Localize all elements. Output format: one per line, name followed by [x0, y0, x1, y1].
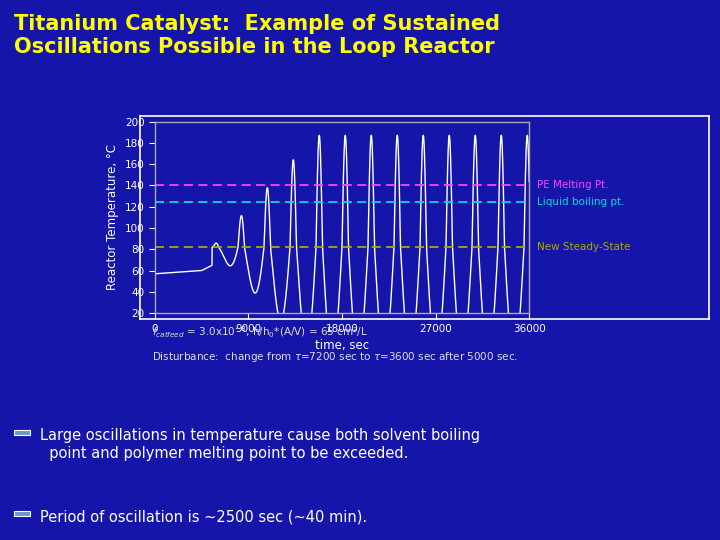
Bar [14, 511, 30, 516]
Text: Period of oscillation is ~2500 sec (~40 min).: Period of oscillation is ~2500 sec (~40 … [40, 509, 367, 524]
Text: New Steady-State: New Steady-State [536, 242, 630, 252]
Text: Large oscillations in temperature cause both solvent boiling
  point and polymer: Large oscillations in temperature cause … [40, 428, 480, 461]
X-axis label: time, sec: time, sec [315, 339, 369, 352]
Text: Titanium Catalyst:  Example of Sustained
Oscillations Possible in the Loop React: Titanium Catalyst: Example of Sustained … [14, 14, 500, 57]
Text: $f_{catfeed}$ = 3.0x10$^{-8}$, h/h$_{0}$*(A/V) = 65 cm²/L: $f_{catfeed}$ = 3.0x10$^{-8}$, h/h$_{0}$… [152, 325, 367, 341]
Bar [14, 430, 30, 435]
Text: Liquid boiling pt.: Liquid boiling pt. [536, 198, 624, 207]
Text: PE Melting Pt.: PE Melting Pt. [536, 180, 608, 191]
Y-axis label: Reactor Temperature, °C: Reactor Temperature, °C [106, 144, 119, 291]
Text: Disturbance:  change from $\tau$=7200 sec to $\tau$=3600 sec after 5000 sec.: Disturbance: change from $\tau$=7200 sec… [152, 350, 518, 364]
